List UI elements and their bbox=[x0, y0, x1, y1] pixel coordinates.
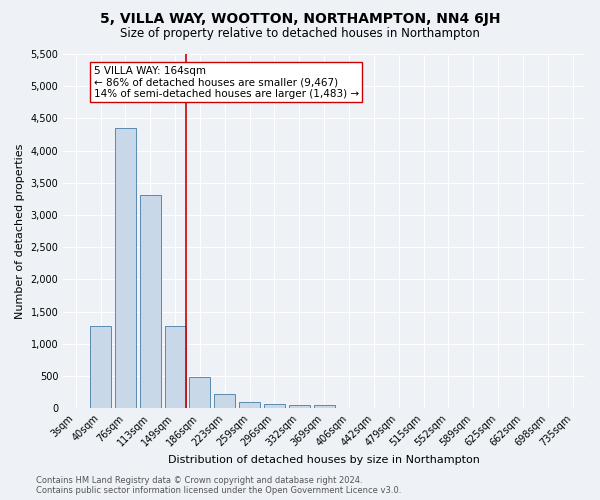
Text: Size of property relative to detached houses in Northampton: Size of property relative to detached ho… bbox=[120, 28, 480, 40]
Bar bbox=[140, 195, 161, 408]
Text: 5, VILLA WAY, WOOTTON, NORTHAMPTON, NN4 6JH: 5, VILLA WAY, WOOTTON, NORTHAMPTON, NN4 … bbox=[100, 12, 500, 26]
X-axis label: Distribution of detached houses by size in Northampton: Distribution of detached houses by size … bbox=[168, 455, 480, 465]
Bar bbox=[289, 404, 310, 408]
Y-axis label: Number of detached properties: Number of detached properties bbox=[15, 144, 25, 319]
Text: 5 VILLA WAY: 164sqm
← 86% of detached houses are smaller (9,467)
14% of semi-det: 5 VILLA WAY: 164sqm ← 86% of detached ho… bbox=[94, 66, 359, 99]
Bar bbox=[314, 404, 335, 408]
Text: Contains HM Land Registry data © Crown copyright and database right 2024.
Contai: Contains HM Land Registry data © Crown c… bbox=[36, 476, 401, 495]
Bar bbox=[190, 378, 211, 408]
Bar bbox=[90, 326, 111, 408]
Bar bbox=[214, 394, 235, 408]
Bar bbox=[115, 128, 136, 408]
Bar bbox=[264, 404, 285, 408]
Bar bbox=[239, 402, 260, 408]
Bar bbox=[164, 326, 185, 408]
